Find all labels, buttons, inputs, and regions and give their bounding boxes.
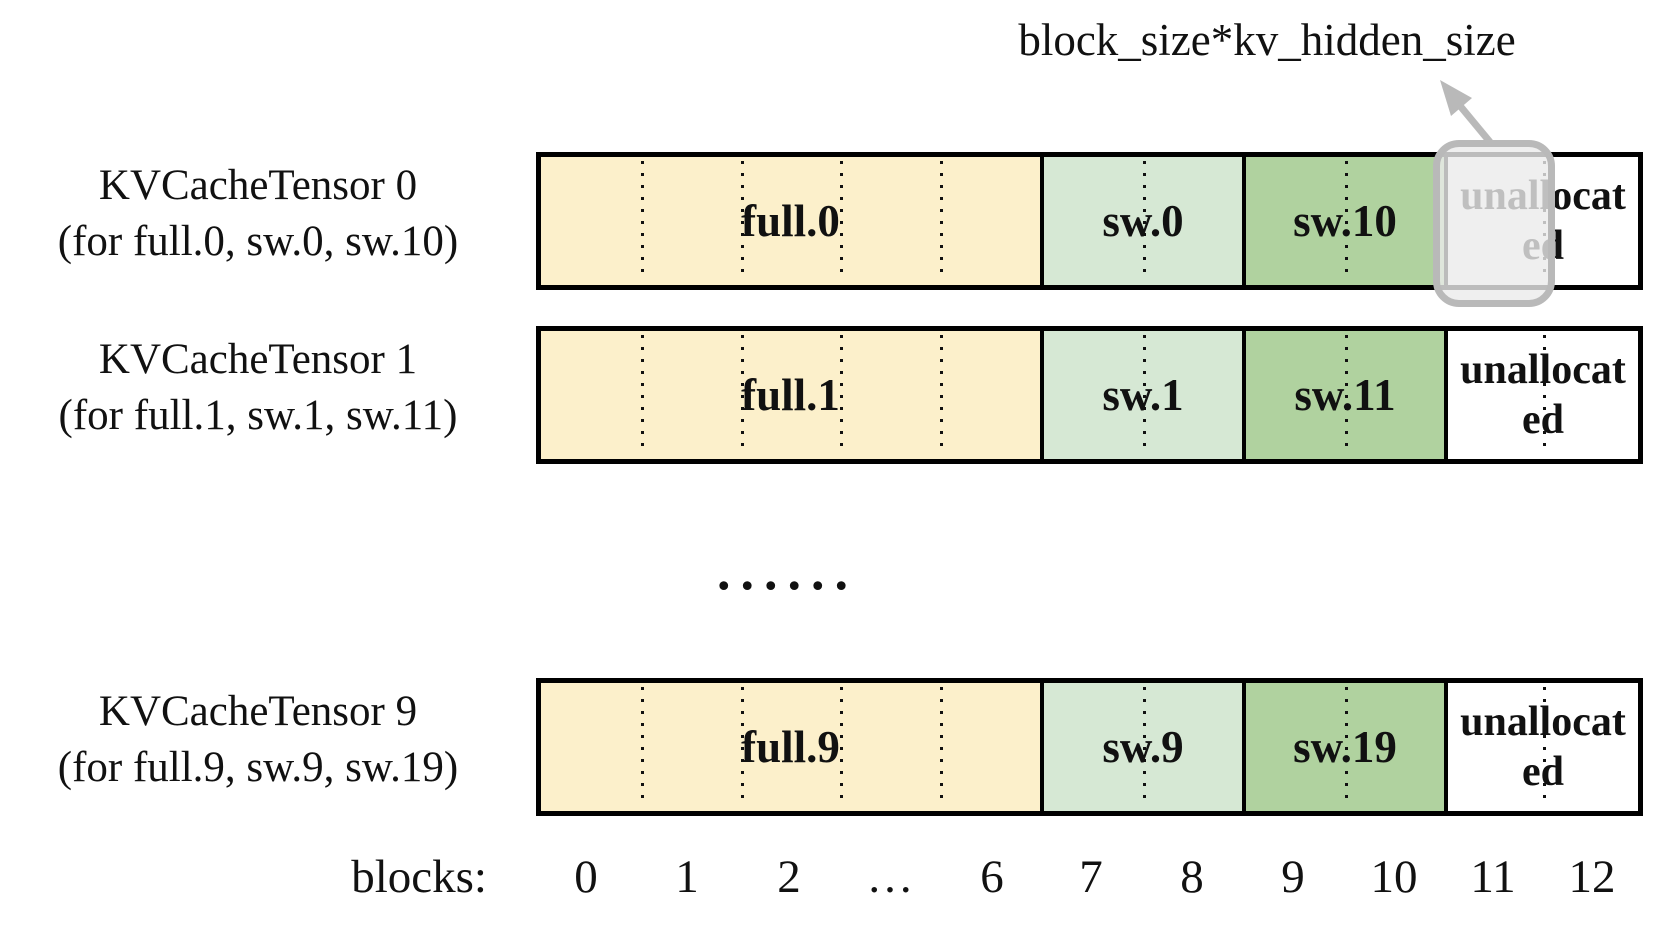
block-tick-8: 8	[1180, 851, 1204, 903]
tensor-9-title: KVCacheTensor 9	[98, 688, 418, 735]
block-tick-9: 9	[1281, 851, 1305, 903]
tensor-row-9: KVCacheTensor 9 (for full.9, sw.9, sw.19…	[0, 678, 1676, 816]
tensor-9-subtitle: (for full.9, sw.9, sw.19)	[57, 744, 459, 791]
segment-sw-1: sw.1	[1040, 331, 1242, 459]
block-divider	[640, 161, 644, 281]
block-divider	[840, 687, 844, 807]
tensor-0-subtitle: (for full.0, sw.0, sw.10)	[57, 218, 459, 265]
segment-full-1: full.1	[541, 331, 1040, 459]
arrowhead-icon	[1440, 80, 1472, 116]
block-divider	[1143, 687, 1146, 807]
block-divider	[940, 335, 944, 455]
block-divider	[940, 687, 944, 807]
block-tick-10: 10	[1370, 851, 1418, 903]
tensor-row-0: KVCacheTensor 0 (for full.0, sw.0, sw.10…	[0, 152, 1676, 290]
block-tick-11: 11	[1470, 851, 1516, 903]
block-divider	[840, 335, 844, 455]
segment-full-0: full.0	[541, 157, 1040, 285]
block-tick-7: 7	[1079, 851, 1103, 903]
block-tick-ellipsis: …	[866, 851, 914, 903]
tensor-1-title: KVCacheTensor 1	[98, 336, 418, 383]
block-divider	[1143, 335, 1146, 455]
block-size-annotation: block_size*kv_hidden_size	[1018, 15, 1516, 65]
blocks-axis-label: blocks:	[351, 851, 487, 903]
tensor-9-bar: full.9 sw.9 sw.19 unallocated	[536, 678, 1643, 816]
block-divider	[1543, 335, 1546, 455]
block-divider	[1543, 687, 1546, 807]
block-divider	[940, 161, 944, 281]
segment-unallocated-1: unallocated	[1444, 331, 1638, 459]
tensor-1-subtitle: (for full.1, sw.1, sw.11)	[58, 392, 458, 439]
block-divider	[1143, 161, 1146, 281]
segment-sw-0: sw.0	[1040, 157, 1242, 285]
segment-sw-9: sw.9	[1040, 683, 1242, 811]
block-divider	[1345, 161, 1348, 281]
blocks-axis: blocks: 0 1 2 … 6 7 8 9 10 11 12	[0, 850, 1676, 910]
tensor-1-label: KVCacheTensor 1 (for full.1, sw.1, sw.11…	[8, 332, 508, 444]
tensor-0-title: KVCacheTensor 0	[98, 162, 418, 209]
segment-sw-10: sw.10	[1242, 157, 1444, 285]
rows-ellipsis: ......	[717, 541, 858, 601]
block-tick-0: 0	[574, 851, 598, 903]
block-divider	[1345, 687, 1348, 807]
block-tick-6: 6	[980, 851, 1004, 903]
block-tick-1: 1	[675, 851, 699, 903]
block-divider	[740, 161, 744, 281]
block-divider	[740, 335, 744, 455]
segment-sw-19: sw.19	[1242, 683, 1444, 811]
block-tick-12: 12	[1568, 851, 1616, 903]
block-divider	[1345, 335, 1348, 455]
segment-sw-11: sw.11	[1242, 331, 1444, 459]
block-tick-2: 2	[777, 851, 801, 903]
segment-unallocated-9: unallocated	[1444, 683, 1638, 811]
block-highlight-box	[1433, 140, 1555, 307]
tensor-9-label: KVCacheTensor 9 (for full.9, sw.9, sw.19…	[8, 684, 508, 796]
tensor-row-1: KVCacheTensor 1 (for full.1, sw.1, sw.11…	[0, 326, 1676, 464]
tensor-1-bar: full.1 sw.1 sw.11 unallocated	[536, 326, 1643, 464]
block-divider	[740, 687, 744, 807]
tensor-0-label: KVCacheTensor 0 (for full.0, sw.0, sw.10…	[8, 158, 508, 270]
block-divider	[640, 335, 644, 455]
block-divider	[840, 161, 844, 281]
block-divider	[640, 687, 644, 807]
segment-full-9: full.9	[541, 683, 1040, 811]
